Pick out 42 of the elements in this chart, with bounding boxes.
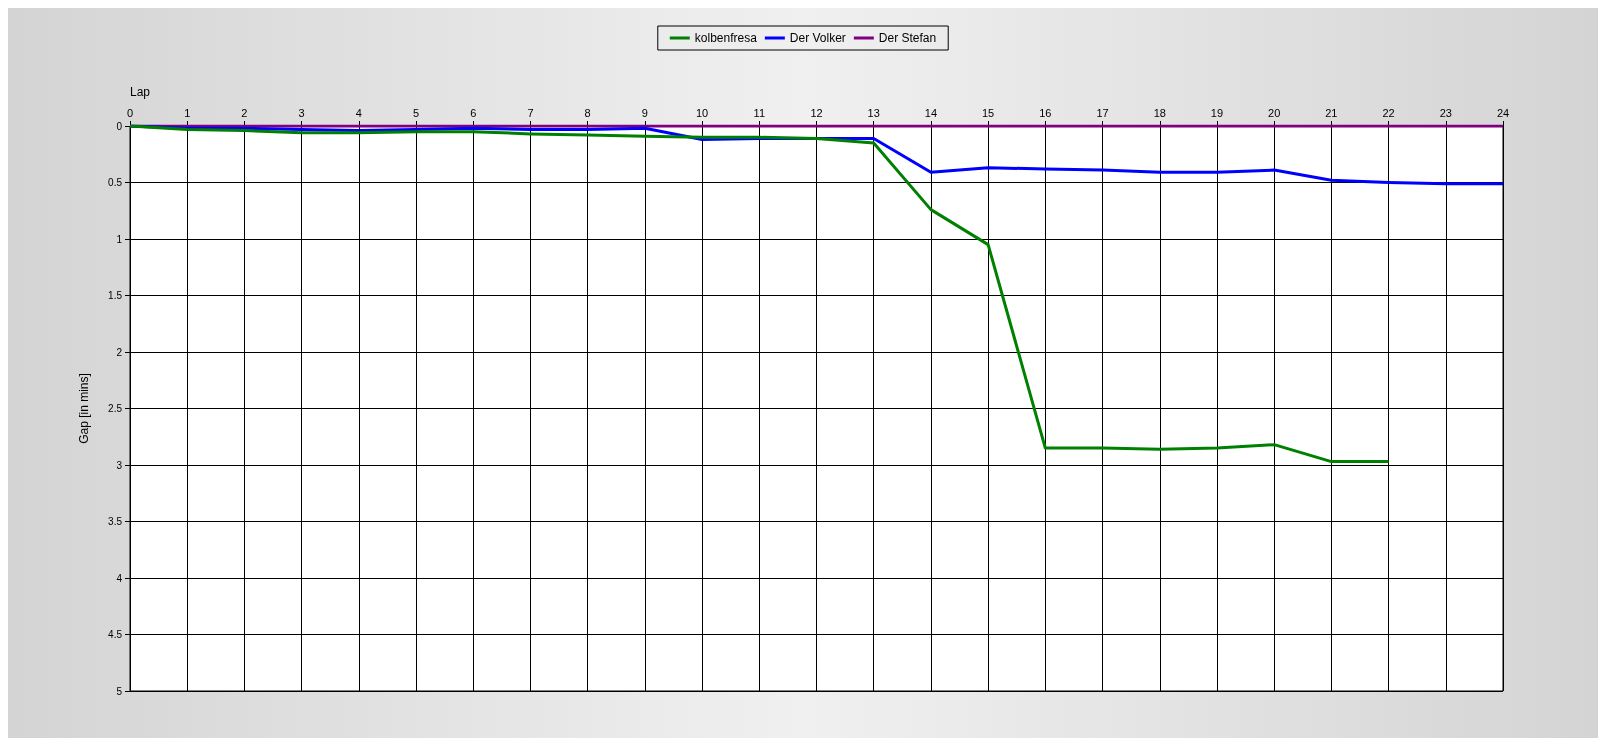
x-tick-label: 2 xyxy=(241,106,248,119)
y-tick-label: 4 xyxy=(116,572,123,584)
y-tick-label: 2 xyxy=(116,346,123,358)
x-tick-label: 6 xyxy=(470,106,477,119)
x-tick-label: 12 xyxy=(810,106,823,119)
legend-label: Der Volker xyxy=(789,31,846,45)
y-tick-label: 1 xyxy=(116,233,123,245)
x-tick-label: 13 xyxy=(867,106,880,119)
x-tick-label: 16 xyxy=(1039,106,1052,119)
x-tick-label: 20 xyxy=(1268,106,1281,119)
x-tick-label: 10 xyxy=(695,106,709,119)
y-tick-label: 5 xyxy=(116,685,123,697)
x-tick-label: 18 xyxy=(1153,106,1166,119)
x-tick-label: 11 xyxy=(753,106,765,119)
x-tick-label: 3 xyxy=(298,106,305,119)
x-tick-label: 1 xyxy=(184,106,191,119)
y-tick-label: 0 xyxy=(116,120,123,132)
line-series xyxy=(128,124,1391,464)
x-tick-label: 22 xyxy=(1382,106,1395,119)
legend-label: kolbenfresa xyxy=(694,31,758,45)
y-tick-label: 1.5 xyxy=(108,290,123,301)
y-tick-label: 0.5 xyxy=(108,177,123,188)
x-axis-title: Lap xyxy=(130,85,151,99)
legend-label: Der Stefan xyxy=(878,31,937,45)
x-tick-label: 5 xyxy=(412,106,420,119)
x-tick-label: 7 xyxy=(527,106,534,119)
y-tick-label: 3.5 xyxy=(108,516,123,527)
x-tick-label: 21 xyxy=(1325,106,1338,119)
x-tick-label: 17 xyxy=(1096,106,1109,119)
x-tick-label: 19 xyxy=(1210,106,1224,119)
x-tick-label: 9 xyxy=(641,106,648,119)
x-tick-label: 0 xyxy=(126,106,134,119)
x-tick-label: 15 xyxy=(982,106,995,119)
y-tick-label: 3 xyxy=(116,459,123,471)
x-tick-label: 24 xyxy=(1496,106,1510,119)
x-tick-label: 4 xyxy=(355,106,362,119)
y-tick-label: 4.5 xyxy=(108,629,123,640)
y-axis-title: Gap [in mins] xyxy=(77,373,91,444)
y-tick-label: 2.5 xyxy=(108,403,123,414)
x-tick-label: 23 xyxy=(1439,106,1452,119)
x-tick-label: 14 xyxy=(924,106,938,119)
x-tick-label: 8 xyxy=(584,106,591,119)
